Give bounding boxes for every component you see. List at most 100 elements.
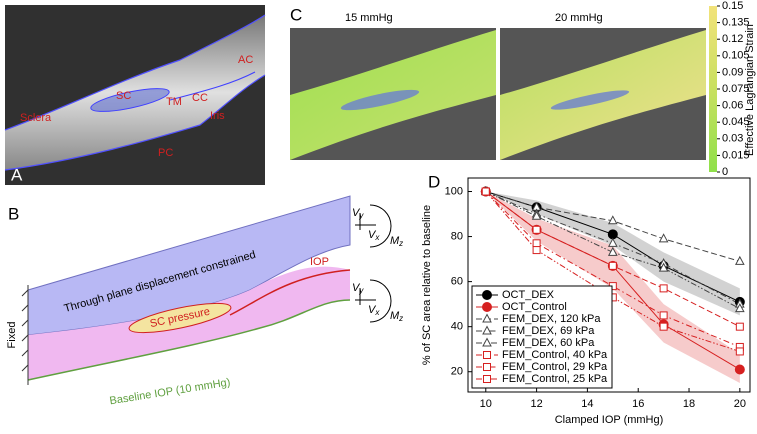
sc-region [90, 88, 170, 112]
load-sub: y [358, 211, 364, 220]
y-tick-label: 20 [451, 366, 463, 378]
legend-label: FEM_Control, 40 kPa [502, 349, 608, 361]
label: CC [192, 92, 208, 104]
colorbar-tick-label: 0.045 [722, 116, 750, 128]
panel-letter: D [428, 172, 440, 191]
x-axis-label: Clamped IOP (mmHg) [555, 414, 664, 426]
y-tick-label: 80 [451, 230, 463, 242]
moment-arrow [369, 204, 392, 248]
marker [735, 347, 744, 356]
legend-label: FEM_DEX, 120 kPa [502, 313, 601, 325]
marker [735, 322, 744, 331]
marker [483, 375, 491, 383]
marker [532, 225, 541, 234]
y-axis-label: % of SC area relative to baseline [421, 205, 433, 365]
marker [659, 284, 668, 293]
outline [4, 14, 266, 171]
panel-d: D Clamped IOP (mmHg) % of SC area relati… [421, 172, 751, 426]
colorbar-tick-label: 0.075 [722, 83, 750, 95]
image-title: 20 mmHg [555, 12, 603, 24]
load-label: Vy [352, 207, 364, 220]
load-base: V [352, 207, 361, 219]
load-base: M [390, 235, 400, 247]
marker [532, 246, 541, 255]
legend-label: OCT_DEX [502, 289, 555, 301]
image-title: 15 mmHg [345, 12, 393, 24]
colorbar-tick-label: 0.135 [722, 17, 750, 29]
colorbar-label: Effective Lagrangian Strain [744, 24, 756, 156]
load-label: Vx [368, 304, 380, 317]
legend-box [471, 285, 613, 389]
colorbar-tick-label: 0.06 [722, 100, 743, 112]
marker [481, 187, 490, 196]
load-label: Vx [368, 229, 380, 242]
sc-region [340, 89, 420, 111]
marker [483, 351, 491, 359]
marker [483, 363, 491, 371]
colorbar-tick-label: 0.015 [722, 149, 750, 161]
marker [482, 302, 492, 312]
marker [735, 303, 745, 313]
marker [659, 311, 668, 320]
load-label: Vy [352, 282, 364, 295]
y-tick-label: 100 [445, 185, 463, 197]
colorbar-tick-label: 0.15 [722, 0, 743, 12]
colorbar-tick-label: 0 [722, 166, 728, 178]
marker [482, 290, 492, 300]
load-sub: x [374, 233, 380, 242]
load-base: M [390, 310, 400, 322]
marker [734, 364, 745, 375]
load-base: V [368, 229, 377, 241]
baseline-edge [27, 299, 351, 381]
x-tick-label: 20 [734, 398, 746, 410]
panel-letter: B [8, 204, 19, 223]
panel-b: B Fixed Through plane displacement const… [6, 195, 403, 407]
x-tick-label: 18 [683, 398, 695, 410]
error-band [485, 191, 740, 316]
marker [659, 322, 668, 331]
legend-label: FEM_Control, 25 kPa [502, 373, 608, 385]
load-sub: z [398, 239, 403, 248]
label: SC [116, 90, 131, 102]
label: Sclera [20, 112, 52, 124]
marker [607, 215, 618, 225]
label: Iris [210, 110, 225, 122]
hatch [21, 289, 29, 372]
marker [658, 233, 669, 243]
panel-a: Sclera SC TM CC AC Iris PC A [4, 5, 266, 185]
plot-frame [467, 177, 751, 393]
sc-region [550, 90, 630, 110]
colorbar-tick-label: 0.03 [722, 133, 743, 145]
y-tick-label: 60 [451, 276, 463, 288]
load-sub: y [358, 286, 364, 295]
marker [482, 325, 492, 335]
marker [607, 229, 618, 240]
label: PC [158, 147, 173, 159]
moment-arrow [369, 279, 392, 323]
marker [608, 261, 617, 270]
marker [531, 210, 542, 220]
iop-edge [229, 269, 351, 316]
colorbar-tick-label: 0.09 [722, 66, 743, 78]
label: TM [166, 96, 182, 108]
baseline-label: Baseline IOP (10 mmHg) [109, 376, 231, 407]
marker [607, 237, 618, 247]
load-sub: z [398, 314, 403, 323]
legend-label: FEM_Control, 29 kPa [502, 361, 608, 373]
marker [482, 337, 492, 347]
marker [607, 246, 618, 256]
marker [735, 255, 745, 265]
iris-outline [169, 71, 256, 101]
colorbar [709, 6, 717, 172]
fixed-label: Fixed [6, 322, 18, 349]
load-label: Mz [390, 235, 403, 248]
load-label: Mz [390, 310, 403, 323]
load-sub: x [374, 308, 380, 317]
y-tick-label: 40 [451, 321, 463, 333]
panel-letter: A [11, 165, 23, 184]
marker [482, 313, 492, 323]
load-base: V [352, 282, 361, 294]
